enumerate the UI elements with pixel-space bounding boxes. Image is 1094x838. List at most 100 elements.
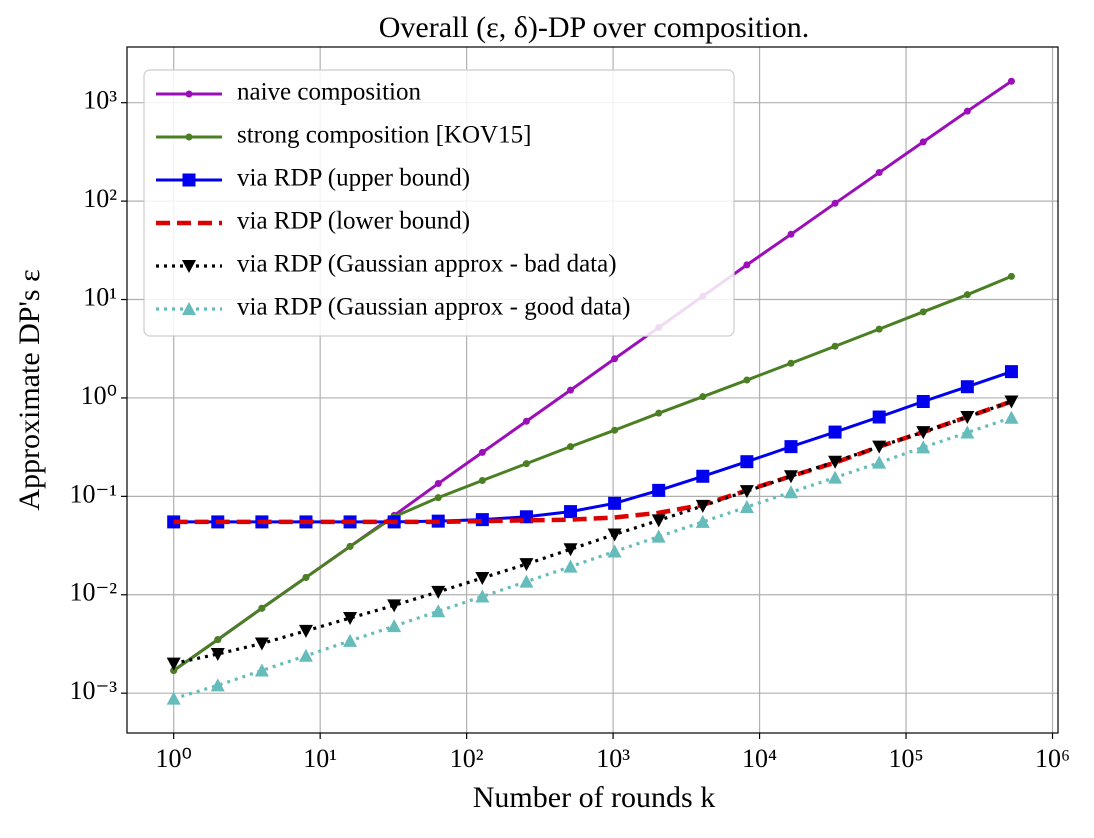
marker xyxy=(828,425,842,439)
marker xyxy=(919,138,927,146)
marker xyxy=(784,440,798,454)
marker xyxy=(651,514,666,528)
marker xyxy=(182,260,196,273)
marker xyxy=(831,342,839,350)
marker xyxy=(258,604,266,612)
marker xyxy=(960,380,974,394)
marker xyxy=(431,585,446,599)
marker xyxy=(828,470,843,484)
marker xyxy=(567,443,575,451)
y-tick-label: 10³ xyxy=(83,86,117,115)
marker xyxy=(783,485,798,499)
legend-label: via RDP (Gaussian approx - bad data) xyxy=(237,251,617,278)
marker xyxy=(963,107,971,115)
marker xyxy=(611,355,619,363)
marker xyxy=(563,543,578,557)
marker xyxy=(875,169,883,177)
marker xyxy=(254,637,269,651)
marker xyxy=(254,663,269,677)
marker xyxy=(607,544,622,558)
marker xyxy=(916,395,930,409)
marker xyxy=(519,558,534,572)
marker xyxy=(1004,395,1019,409)
marker xyxy=(872,440,887,454)
marker xyxy=(166,657,181,671)
y-axis-label: Approximate DP's ε xyxy=(13,269,46,510)
y-tick-label: 10⁰ xyxy=(81,381,117,410)
marker xyxy=(739,485,754,499)
series-line xyxy=(173,399,1012,666)
marker xyxy=(960,425,975,439)
chart-title: Overall (ε, δ)-DP over composition. xyxy=(379,11,810,44)
y-tick-label: 10¹ xyxy=(83,282,117,311)
marker xyxy=(696,469,710,483)
marker xyxy=(564,505,578,519)
marker xyxy=(652,483,666,497)
marker xyxy=(478,448,486,456)
marker xyxy=(166,691,181,705)
x-tick-label: 10¹ xyxy=(303,744,337,773)
series-line xyxy=(173,416,1012,701)
marker xyxy=(828,455,843,469)
legend-label: via RDP (lower bound) xyxy=(237,208,470,235)
plot-frame xyxy=(126,46,1059,734)
x-tick-label: 10⁶ xyxy=(1035,744,1070,773)
series-line xyxy=(173,399,1013,525)
series-line xyxy=(172,274,1013,672)
marker xyxy=(343,612,358,626)
marker xyxy=(478,476,486,484)
marker xyxy=(651,529,666,543)
marker xyxy=(346,542,354,550)
marker xyxy=(214,636,222,644)
marker xyxy=(431,604,446,618)
marker xyxy=(475,589,490,603)
marker xyxy=(963,291,971,299)
marker xyxy=(787,359,795,367)
y-tick-label: 10² xyxy=(83,184,117,213)
x-tick-label: 10⁰ xyxy=(155,744,191,773)
marker xyxy=(434,480,442,488)
marker xyxy=(1004,365,1018,379)
marker xyxy=(608,496,622,510)
marker xyxy=(522,460,530,468)
marker xyxy=(182,173,196,187)
marker xyxy=(298,624,313,638)
marker xyxy=(872,455,887,469)
marker xyxy=(919,308,927,316)
marker xyxy=(607,528,622,542)
marker xyxy=(1007,77,1015,85)
marker xyxy=(875,325,883,333)
legend-label: naive composition xyxy=(237,79,421,106)
marker xyxy=(699,393,707,401)
y-tick-label: 10⁻³ xyxy=(69,676,117,705)
marker xyxy=(475,572,490,586)
marker xyxy=(519,574,534,588)
marker xyxy=(298,648,313,662)
marker xyxy=(1007,272,1015,280)
marker xyxy=(1004,410,1019,424)
marker xyxy=(182,302,196,315)
x-axis-label: Number of rounds k xyxy=(473,781,715,814)
legend-label: via RDP (upper bound) xyxy=(237,165,470,192)
marker xyxy=(185,133,193,141)
y-tick-label: 10⁻² xyxy=(69,578,117,607)
legend-label: strong composition [KOV15] xyxy=(237,122,531,149)
marker xyxy=(563,559,578,573)
marker xyxy=(387,619,402,633)
legend-box xyxy=(143,69,735,337)
marker xyxy=(185,90,193,98)
marker xyxy=(783,470,798,484)
x-tick-label: 10² xyxy=(450,744,484,773)
legend-label: via RDP (Gaussian approx - good data) xyxy=(237,294,630,321)
marker xyxy=(210,648,225,662)
marker xyxy=(655,409,663,417)
x-tick-label: 10³ xyxy=(596,744,630,773)
marker xyxy=(343,633,358,647)
marker xyxy=(695,499,710,513)
marker xyxy=(743,376,751,384)
marker xyxy=(872,410,886,424)
marker xyxy=(740,455,754,469)
marker xyxy=(787,230,795,238)
marker xyxy=(567,386,575,394)
